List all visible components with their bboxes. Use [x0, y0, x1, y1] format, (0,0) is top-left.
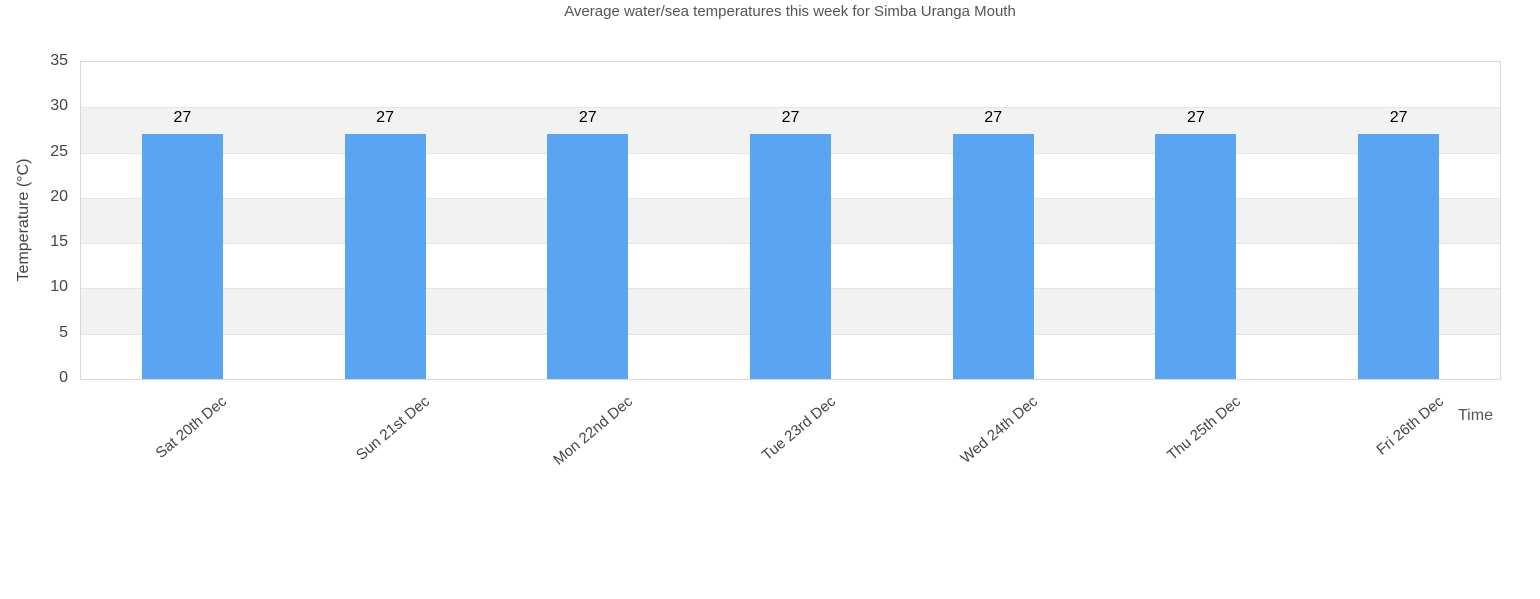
bar-value-label: 27 [173, 109, 192, 127]
temperature-bar[interactable] [141, 134, 223, 379]
y-axis-tick-label: 5 [59, 323, 68, 341]
bar-value-label: 27 [1389, 109, 1408, 127]
y-axis-tick-label: 35 [50, 52, 68, 69]
gridline [81, 107, 1500, 109]
y-axis-tick-label: 15 [50, 233, 68, 251]
x-axis-tick-label: Mon 22nd Dec [550, 393, 636, 469]
temperature-bar[interactable] [547, 134, 629, 379]
bar-value-label: 27 [376, 109, 394, 127]
bar-value-label: 27 [1187, 109, 1205, 127]
temperature-bar[interactable] [1358, 134, 1440, 379]
chart-title: Average water/sea temperatures this week… [564, 3, 1016, 20]
y-axis-tick-label: 0 [59, 369, 68, 386]
bar-value-label: 27 [984, 109, 1003, 127]
y-axis-tick-label: 10 [50, 278, 68, 296]
x-axis-tick-label: Sat 20th Dec [152, 393, 231, 462]
x-axis-tick-label: Sun 21st Dec [353, 393, 433, 464]
x-axis-tick-label: Wed 24th Dec [957, 393, 1042, 467]
bar-value-label: 27 [781, 109, 800, 127]
x-axis-tick-label: Thu 25th Dec [1163, 393, 1244, 464]
y-axis-title: Temperature (°C) [15, 158, 32, 282]
y-axis-tick-label: 25 [50, 142, 68, 160]
x-axis-tick-label: Tue 23rd Dec [758, 393, 839, 465]
y-axis-tick-label: 20 [50, 187, 68, 205]
temperature-bar[interactable] [1155, 134, 1237, 379]
temperature-bar[interactable] [344, 134, 426, 379]
plot-area: 27 27 27 27 27 27 27 [80, 61, 1501, 380]
temperature-bar[interactable] [750, 134, 831, 379]
temperature-chart: Average water/sea temperatures this week… [15, 3, 1501, 469]
bar-value-label: 27 [578, 109, 597, 127]
temperature-bar[interactable] [952, 134, 1034, 379]
x-axis-title: Time [1458, 407, 1493, 424]
x-axis-tick-label: Fri 26th Dec [1373, 393, 1447, 459]
y-axis-tick-label: 30 [50, 97, 68, 115]
